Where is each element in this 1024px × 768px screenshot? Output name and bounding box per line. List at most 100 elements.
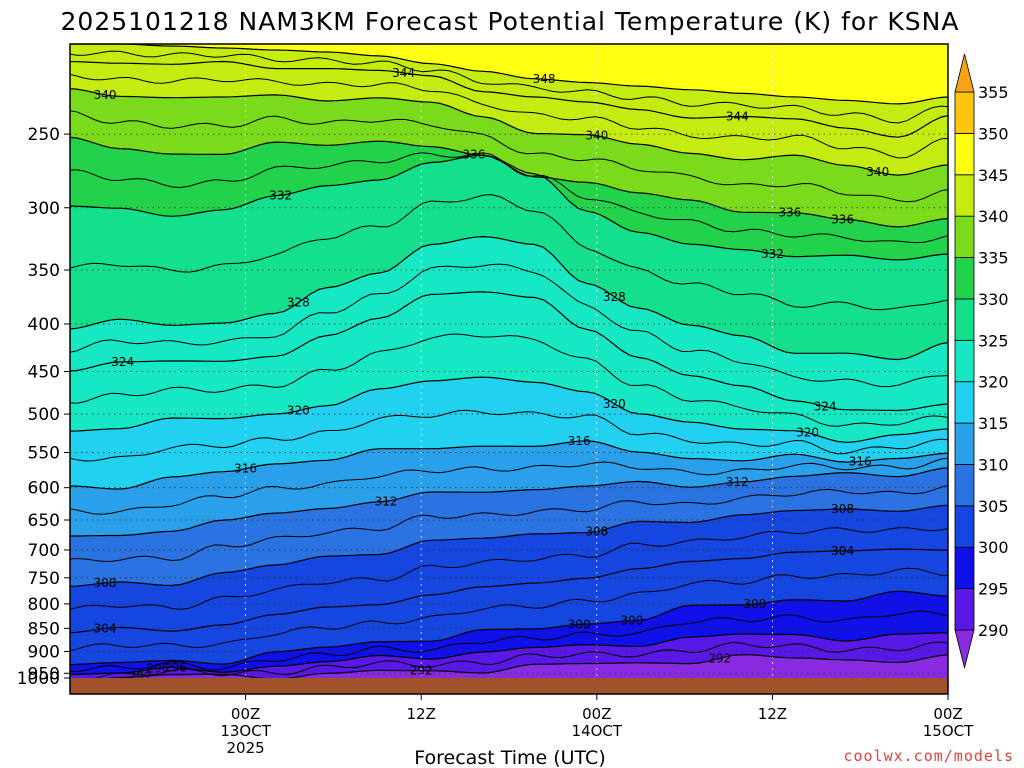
colorbar-tick-label: 350	[978, 124, 1009, 143]
y-tick-label: 1000	[17, 669, 60, 689]
y-tick-label: 750	[28, 569, 60, 589]
colorbar-tick-label: 305	[978, 497, 1009, 516]
colorbar-tick-label: 290	[978, 621, 1009, 640]
contour-label-316: 316	[568, 434, 591, 448]
y-axis-ticks: 250 300 350 400 450 500 550 600 650 700 750 800 850 9…	[17, 125, 70, 689]
contour-line-348	[70, 44, 948, 105]
contour-lines	[70, 44, 948, 685]
colorbar-tick-label: 355	[978, 83, 1009, 102]
contour-label-344: 344	[392, 66, 415, 80]
contour-label-308: 308	[94, 576, 117, 590]
y-tick-label: 900	[28, 642, 60, 662]
contour-label-text: 332	[761, 247, 784, 261]
contour-label-text: 340	[585, 129, 608, 143]
contour-line-312	[70, 467, 948, 537]
contour-label-text: 336	[462, 148, 485, 162]
contour-line-308	[70, 504, 948, 587]
contour-line-336	[70, 136, 948, 228]
contour-label-text: 312	[726, 475, 749, 489]
y-tick-label: 300	[28, 199, 60, 219]
contour-line-minor	[70, 409, 948, 462]
colorbar-swatch	[954, 505, 975, 548]
contour-label-text: 332	[269, 188, 292, 202]
colorbar-tick-label: 295	[978, 580, 1009, 599]
contour-label-text: 328	[603, 290, 626, 304]
contour-line-340	[70, 88, 948, 176]
contour-label-text: 304	[831, 544, 854, 558]
y-tick-label: 350	[28, 261, 60, 281]
y-tick-label: 400	[28, 315, 60, 335]
contour-label-text: 296	[164, 660, 187, 674]
contour-line-minor	[70, 527, 948, 610]
contour-label-text: 336	[779, 206, 802, 220]
contour-label-324: 324	[814, 400, 837, 414]
contour-line-316	[70, 440, 948, 490]
contour-label-text: 336	[831, 212, 854, 226]
contour-label-text: 340	[866, 165, 889, 179]
contour-label-text: 308	[94, 576, 117, 590]
colorbar-tick-label: 345	[978, 166, 1009, 185]
colorbar-swatch	[954, 546, 975, 590]
contour-label-336: 336	[462, 148, 485, 162]
contour-label-text: 304	[94, 621, 117, 635]
contour-label-text: 316	[849, 454, 872, 468]
contour-label-292: 292	[410, 664, 433, 678]
x-axis-label: Forecast Time (UTC)	[414, 747, 605, 768]
contour-label-320: 320	[287, 404, 310, 418]
contour-label-304: 304	[94, 621, 117, 635]
contour-line-292	[70, 653, 948, 685]
contour-label-text: 300	[568, 617, 591, 631]
contour-label-text: 304	[831, 544, 854, 558]
contour-label-text: 340	[94, 88, 117, 102]
y-tick-label: 450	[28, 363, 60, 383]
colorbar-swatch	[954, 422, 975, 465]
colorbar-bottom-triangle	[954, 629, 975, 669]
contour-label-340: 340	[94, 88, 117, 102]
contour-label-text: 316	[568, 434, 591, 448]
contour-line-344	[70, 60, 948, 138]
contour-line-minor	[70, 567, 948, 652]
contour-line-minor	[70, 610, 948, 673]
contour-label-316: 316	[234, 462, 257, 476]
y-tick-label: 550	[28, 444, 60, 464]
contour-line-300	[70, 590, 948, 666]
contour-label-296: 296	[164, 660, 187, 674]
y-tick-label: 500	[28, 405, 60, 425]
contour-label-text: 308	[585, 524, 608, 538]
contour-line-minor	[70, 333, 948, 427]
contour-label-340: 340	[866, 165, 889, 179]
colorbar-tick-label: 310	[978, 455, 1009, 474]
contour-label-text: 344	[726, 110, 749, 124]
y-tick-label: 700	[28, 541, 60, 561]
contour-label-320: 320	[796, 426, 819, 440]
contour-line-332	[70, 154, 948, 261]
colorbar-swatch	[954, 257, 975, 300]
surface-ground-strip	[70, 678, 948, 694]
colorbar-top-triangle	[954, 53, 975, 93]
contour-label-336: 336	[779, 206, 802, 220]
contour-label-text: 324	[814, 400, 837, 414]
colorbar-swatch	[954, 339, 975, 383]
colorbar-tick-label: 340	[978, 207, 1009, 226]
contour-label-316: 316	[849, 454, 872, 468]
contour-label-text: 320	[287, 404, 310, 418]
contour-label-328: 328	[287, 296, 310, 310]
contour-label-324: 324	[111, 355, 134, 369]
colorbar-tick-label: 330	[978, 290, 1009, 309]
contour-label-text: 296	[146, 661, 169, 675]
colorbar-tick-label: 300	[978, 538, 1009, 557]
contour-label-text: 328	[287, 296, 310, 310]
colorbar-swatch	[954, 215, 975, 258]
contour-line-minor	[70, 457, 948, 515]
contour-line-minor	[70, 194, 948, 311]
contour-label-text: 324	[111, 355, 134, 369]
color-fill-layer	[70, 44, 948, 694]
contour-label-332: 332	[761, 247, 784, 261]
contour-label-312: 312	[726, 475, 749, 489]
x-tick-label: 12Z	[407, 705, 436, 723]
y-tick-label: 950	[28, 664, 60, 684]
colorbar-tick-label: 315	[978, 414, 1009, 433]
contour-label-300: 300	[743, 597, 766, 611]
contour-label-text: 300	[620, 614, 643, 628]
